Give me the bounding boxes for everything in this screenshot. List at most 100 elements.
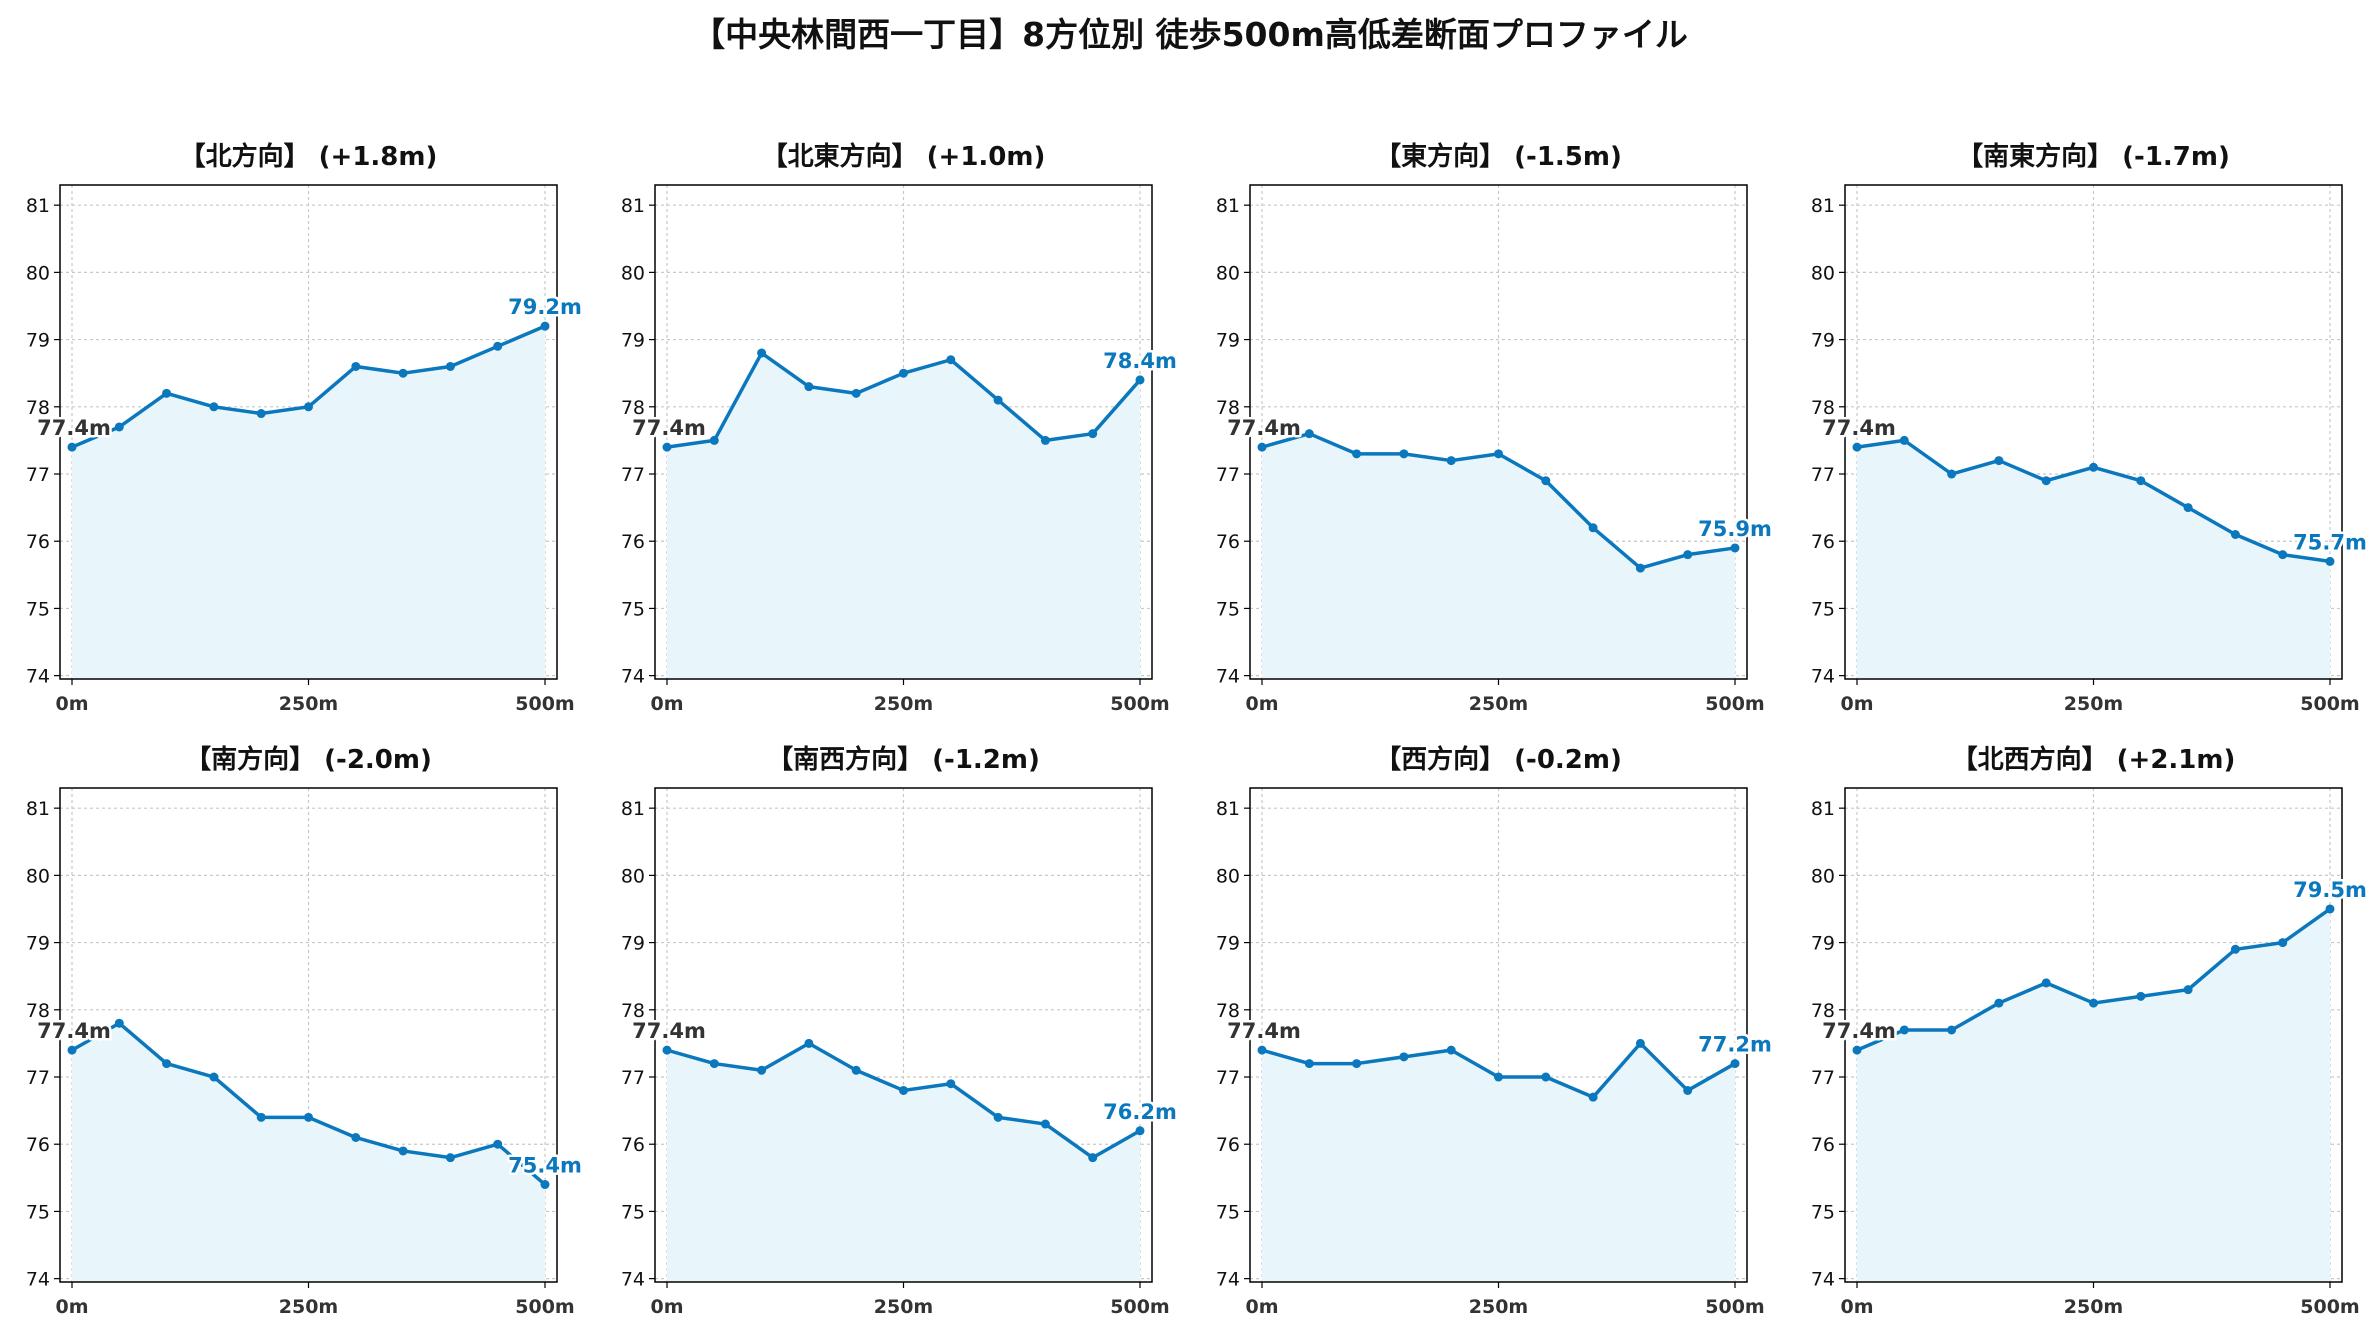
x-tick-label: 0m (650, 693, 683, 715)
y-tick-label: 78 (1216, 1000, 1240, 1022)
area-fill (667, 1043, 1140, 1282)
data-point (304, 402, 313, 412)
y-tick-label: 81 (26, 195, 50, 217)
data-point (2230, 944, 2240, 954)
y-tick-label: 74 (1811, 1269, 1835, 1291)
data-point (2183, 503, 2193, 513)
data-point (946, 355, 956, 365)
start-value-label: 77.4m (1227, 416, 1301, 440)
y-tick-label: 81 (1811, 798, 1835, 820)
data-point (1588, 523, 1598, 533)
y-tick-label: 74 (26, 1269, 50, 1291)
area-fill (72, 326, 545, 679)
panel-title: 【南東方向】 (-1.7m) (1957, 141, 2230, 172)
y-tick-label: 75 (621, 1201, 645, 1223)
x-tick-label: 250m (2064, 1296, 2123, 1318)
data-point (540, 321, 550, 331)
x-tick-label: 250m (279, 693, 338, 715)
y-tick-label: 80 (1216, 262, 1240, 284)
y-tick-label: 79 (1216, 330, 1240, 352)
y-tick-label: 81 (621, 195, 645, 217)
y-tick-label: 76 (621, 1134, 645, 1156)
data-point (1304, 1059, 1314, 1069)
panel-title: 【北東方向】 (+1.0m) (762, 141, 1046, 172)
x-tick-label: 0m (55, 1296, 88, 1318)
data-point (2325, 904, 2335, 914)
y-tick-label: 79 (26, 933, 50, 955)
y-tick-label: 81 (1216, 798, 1240, 820)
panel: 【南方向】 (-2.0m) 74 75 76 77 78 79 80 81 0m 250m 500m 7… (26, 744, 585, 1318)
data-point (899, 1085, 908, 1095)
data-point (256, 1112, 266, 1122)
x-tick-label: 500m (515, 693, 574, 715)
data-point (757, 348, 767, 358)
x-tick-label: 0m (1245, 1296, 1278, 1318)
y-tick-label: 77 (26, 1067, 50, 1089)
start-value-label: 77.4m (1822, 1019, 1896, 1043)
y-tick-label: 79 (621, 330, 645, 352)
data-point (1730, 1059, 1740, 1069)
data-point (2230, 529, 2240, 539)
data-point (1494, 449, 1503, 459)
y-tick-label: 77 (1811, 464, 1835, 486)
start-value-label: 77.4m (632, 416, 706, 440)
data-point (1446, 1045, 1456, 1055)
x-tick-label: 0m (55, 693, 88, 715)
data-point (1257, 1045, 1267, 1055)
data-point (209, 402, 219, 412)
data-point (1899, 1025, 1909, 1035)
data-point (445, 361, 455, 371)
start-value-label: 77.4m (1822, 416, 1896, 440)
y-tick-label: 75 (26, 598, 50, 620)
x-tick-label: 500m (2300, 693, 2359, 715)
data-point (304, 1112, 313, 1122)
data-point (114, 1018, 124, 1028)
data-point (351, 361, 361, 371)
y-tick-label: 77 (1216, 1067, 1240, 1089)
y-tick-label: 80 (26, 262, 50, 284)
data-point (1541, 1072, 1551, 1082)
x-tick-label: 0m (1245, 693, 1278, 715)
data-point (114, 422, 124, 432)
panel-title: 【西方向】 (-0.2m) (1375, 744, 1622, 775)
data-point (1730, 543, 1740, 553)
data-point (256, 409, 266, 419)
y-tick-label: 79 (1811, 330, 1835, 352)
data-point (1494, 1072, 1503, 1082)
data-point (67, 1045, 77, 1055)
data-point (946, 1079, 956, 1089)
y-tick-label: 76 (1216, 1134, 1240, 1156)
data-point (1947, 469, 1957, 479)
data-point (1304, 429, 1314, 439)
x-tick-label: 500m (515, 1296, 574, 1318)
y-tick-label: 77 (621, 1067, 645, 1089)
start-value-label: 77.4m (1227, 1019, 1301, 1043)
x-tick-label: 0m (650, 1296, 683, 1318)
data-point (1635, 1038, 1645, 1048)
data-point (1352, 1059, 1362, 1069)
data-point (445, 1153, 455, 1163)
data-point (351, 1132, 361, 1142)
data-point (162, 1059, 172, 1069)
area-fill (1262, 1043, 1735, 1282)
panel: 【東方向】 (-1.5m) 74 75 76 77 78 79 80 81 0m 250m 500m 7… (1216, 141, 1775, 715)
y-tick-label: 76 (1811, 1134, 1835, 1156)
y-tick-label: 81 (1811, 195, 1835, 217)
data-point (1588, 1092, 1598, 1102)
data-point (709, 1059, 719, 1069)
data-point (1899, 435, 1909, 445)
y-tick-label: 75 (1216, 598, 1240, 620)
data-point (2278, 938, 2288, 948)
data-point (757, 1065, 767, 1075)
data-point (2136, 476, 2146, 486)
x-tick-label: 500m (1110, 693, 1169, 715)
y-tick-label: 77 (26, 464, 50, 486)
end-value-label: 77.2m (1698, 1033, 1772, 1057)
y-tick-label: 74 (1216, 1269, 1240, 1291)
data-point (1399, 1052, 1409, 1062)
data-point (1352, 449, 1362, 459)
data-point (1635, 563, 1645, 573)
end-value-label: 78.4m (1103, 349, 1177, 373)
area-fill (1262, 433, 1735, 679)
y-tick-label: 78 (1811, 1000, 1835, 1022)
